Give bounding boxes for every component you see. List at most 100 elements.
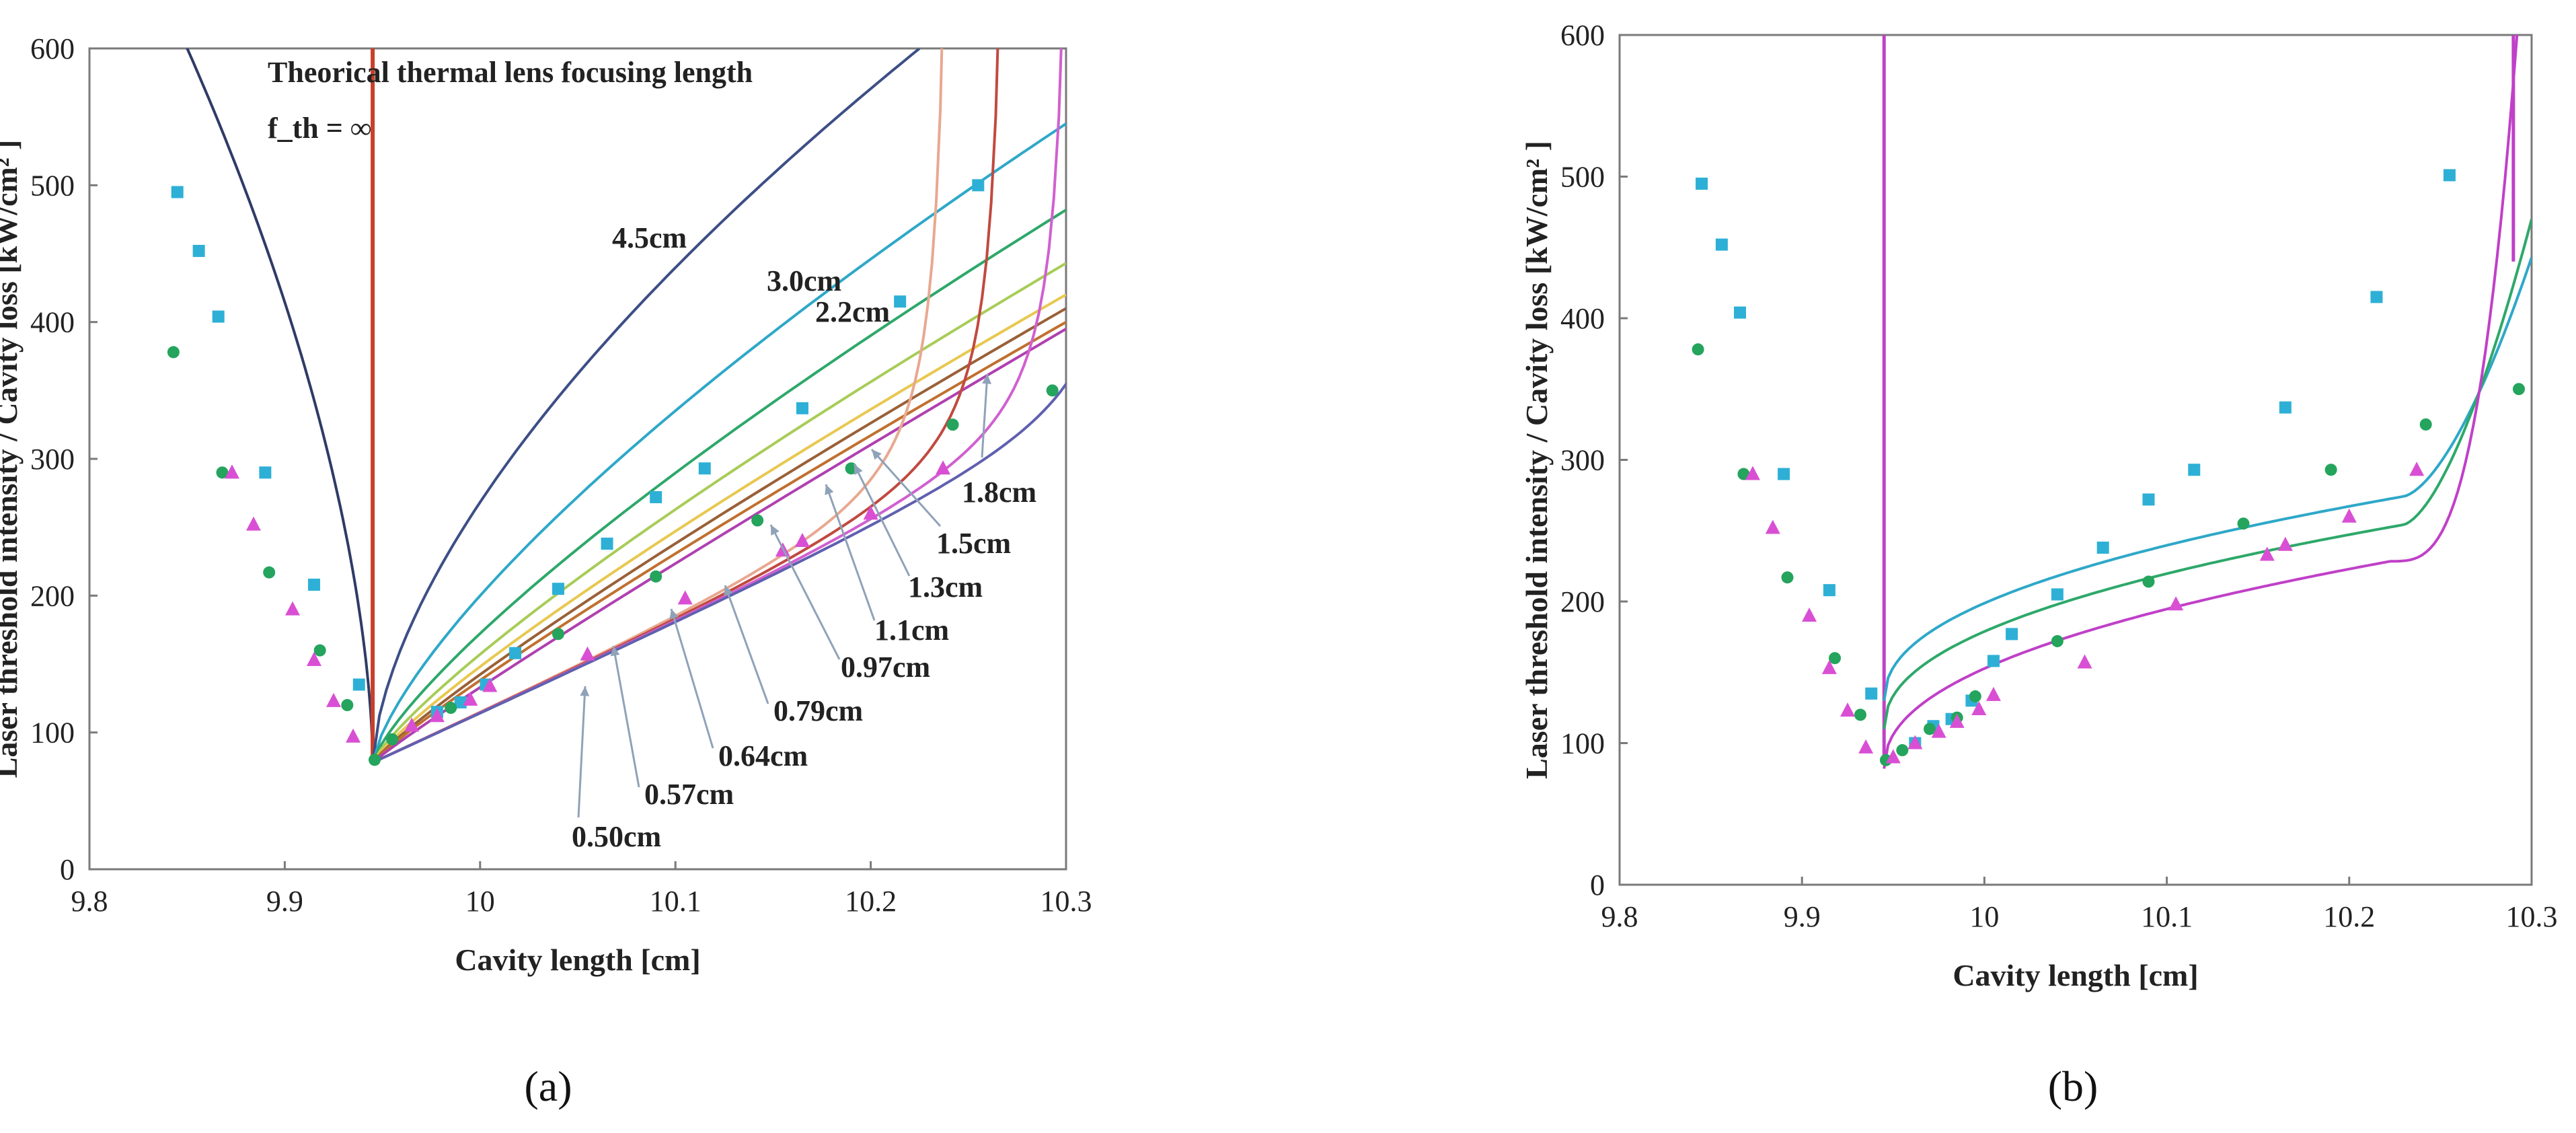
data-point-circle (2419, 418, 2432, 431)
data-point-square (1987, 655, 2000, 667)
plot-frame (88, 47, 1067, 871)
data-point-square (2142, 493, 2155, 506)
data-point-circle (1924, 723, 1936, 735)
label-arrow (612, 645, 640, 788)
y-tick-label: 100 (30, 717, 75, 750)
data-point-circle (1737, 468, 1750, 480)
data-point-triangle (224, 464, 239, 479)
data-point-square (1733, 306, 1746, 319)
data-point-circle (552, 628, 564, 641)
data-point-triangle (1802, 608, 1817, 622)
label-arrowhead (771, 525, 780, 536)
data-point-square (2188, 464, 2201, 476)
curve-label: 0.64cm (718, 739, 808, 772)
y-tick-label: 0 (1590, 869, 1605, 902)
data-point-circle (2513, 383, 2526, 396)
data-point-circle (341, 699, 354, 711)
data-point-square (894, 295, 907, 308)
curve-label: 1.5cm (936, 527, 1011, 560)
curve-label: 0.79cm (773, 694, 863, 727)
chart-panel-b: 9.8 9.9 10 10.1 10.2 10.30100200300400500600 … (1519, 19, 2558, 1110)
data-point-triangle (346, 728, 361, 743)
data-point-triangle (429, 708, 445, 723)
plot-frame (1618, 34, 2533, 886)
data-point-square (307, 579, 320, 591)
data-point-square (2051, 588, 2063, 601)
y-tick-label: 500 (1560, 161, 1605, 194)
y-tick-label: 400 (30, 306, 75, 339)
x-tick-label: 10.2 (845, 885, 897, 918)
data-point-square (1823, 584, 1835, 597)
data-point-square (352, 678, 365, 691)
y-axis-label-a: Laser threshold intensity / Cavity loss … (0, 140, 24, 778)
data-point-circle (445, 702, 457, 715)
data-point-square (259, 466, 272, 479)
data-point-circle (946, 418, 959, 431)
data-point-circle (1969, 690, 1981, 703)
data-point-triangle (326, 692, 341, 707)
label-arrow (577, 686, 586, 818)
curve-097cm (372, 48, 944, 764)
data-point-triangle (1885, 749, 1901, 764)
label-arrowhead (610, 646, 620, 657)
x-tick-label: 9.8 (71, 885, 108, 918)
data-point-circle (313, 644, 326, 657)
label-arrow (825, 484, 876, 621)
curve-15cm (371, 293, 1066, 764)
curve-22cm (371, 209, 1066, 764)
label-arrow (670, 608, 714, 749)
curve-45cm (371, 48, 921, 763)
data-point-circle (1692, 343, 1704, 356)
tick-labels-b: 9.8 9.9 10 10.1 10.2 10.3 0 100 200 300 400 500 600 (1560, 19, 2558, 933)
curves-a (186, 48, 1066, 764)
x-tick-label: 10 (1969, 900, 1999, 933)
data-point-triangle (1765, 519, 1780, 534)
data-point-square (2370, 291, 2383, 303)
data-point-triangle (404, 717, 420, 732)
label-arrow (724, 585, 769, 704)
data-point-triangle (482, 678, 498, 692)
data-point-triangle (1840, 702, 1855, 717)
label-arrow (870, 448, 942, 527)
data-point-circle (2324, 464, 2337, 476)
x-tick-label: 10.3 (1040, 885, 1092, 918)
data-point-triangle (936, 460, 951, 475)
x-tick-label: 10 (465, 885, 495, 918)
data-point-circle (751, 514, 764, 527)
data-point-triangle (306, 651, 321, 666)
data-point-circle (368, 754, 381, 766)
data-point-triangle (677, 590, 693, 605)
y-axis-label-b: Laser threshold intensity / Cavity loss … (1519, 141, 1554, 779)
data-point-square (2096, 542, 2109, 554)
data-point-triangle (1745, 466, 1760, 480)
data-point-square (192, 244, 205, 257)
chart-panel-a: 9.8 9.9 10 10.1 10.2 10.30100200300400500600 … (0, 32, 1092, 1110)
label-arrow (853, 464, 911, 577)
y-tick-label: 300 (1560, 444, 1605, 477)
data-point-triangle (863, 505, 878, 520)
curve-label: 1.3cm (908, 571, 983, 604)
panel-caption-a: (a) (524, 1062, 572, 1110)
tick-labels-a: 9.8 9.9 10 10.1 10.2 10.3 0 100 200 300 400 500 600 (30, 32, 1092, 918)
data-point-square (1715, 238, 1728, 251)
y-tick-label: 200 (30, 579, 75, 612)
panel-caption-b: (b) (2048, 1062, 2098, 1110)
data-point-circle (2237, 517, 2250, 530)
data-point-triangle (1858, 739, 1874, 754)
data-point-square (1778, 468, 1790, 480)
data-point-triangle (1907, 735, 1923, 750)
curve-label: 0.57cm (644, 778, 734, 811)
data-point-circle (2051, 634, 2063, 647)
data-point-square (698, 462, 711, 475)
label-arrowhead (825, 484, 834, 495)
x-tick-label: 9.9 (266, 885, 303, 918)
label-arrowhead (854, 464, 863, 475)
data-point-triangle (2277, 536, 2293, 551)
data-point-circle (1896, 744, 1909, 757)
y-tick-label: 400 (1560, 302, 1605, 335)
chart-subtitle-a: f_th = ∞ (268, 112, 371, 145)
y-tick-label: 0 (60, 853, 75, 886)
y-tick-label: 300 (30, 443, 75, 476)
curve-label: 4.5cm (612, 221, 687, 254)
curve-label: 2.2cm (815, 295, 890, 328)
